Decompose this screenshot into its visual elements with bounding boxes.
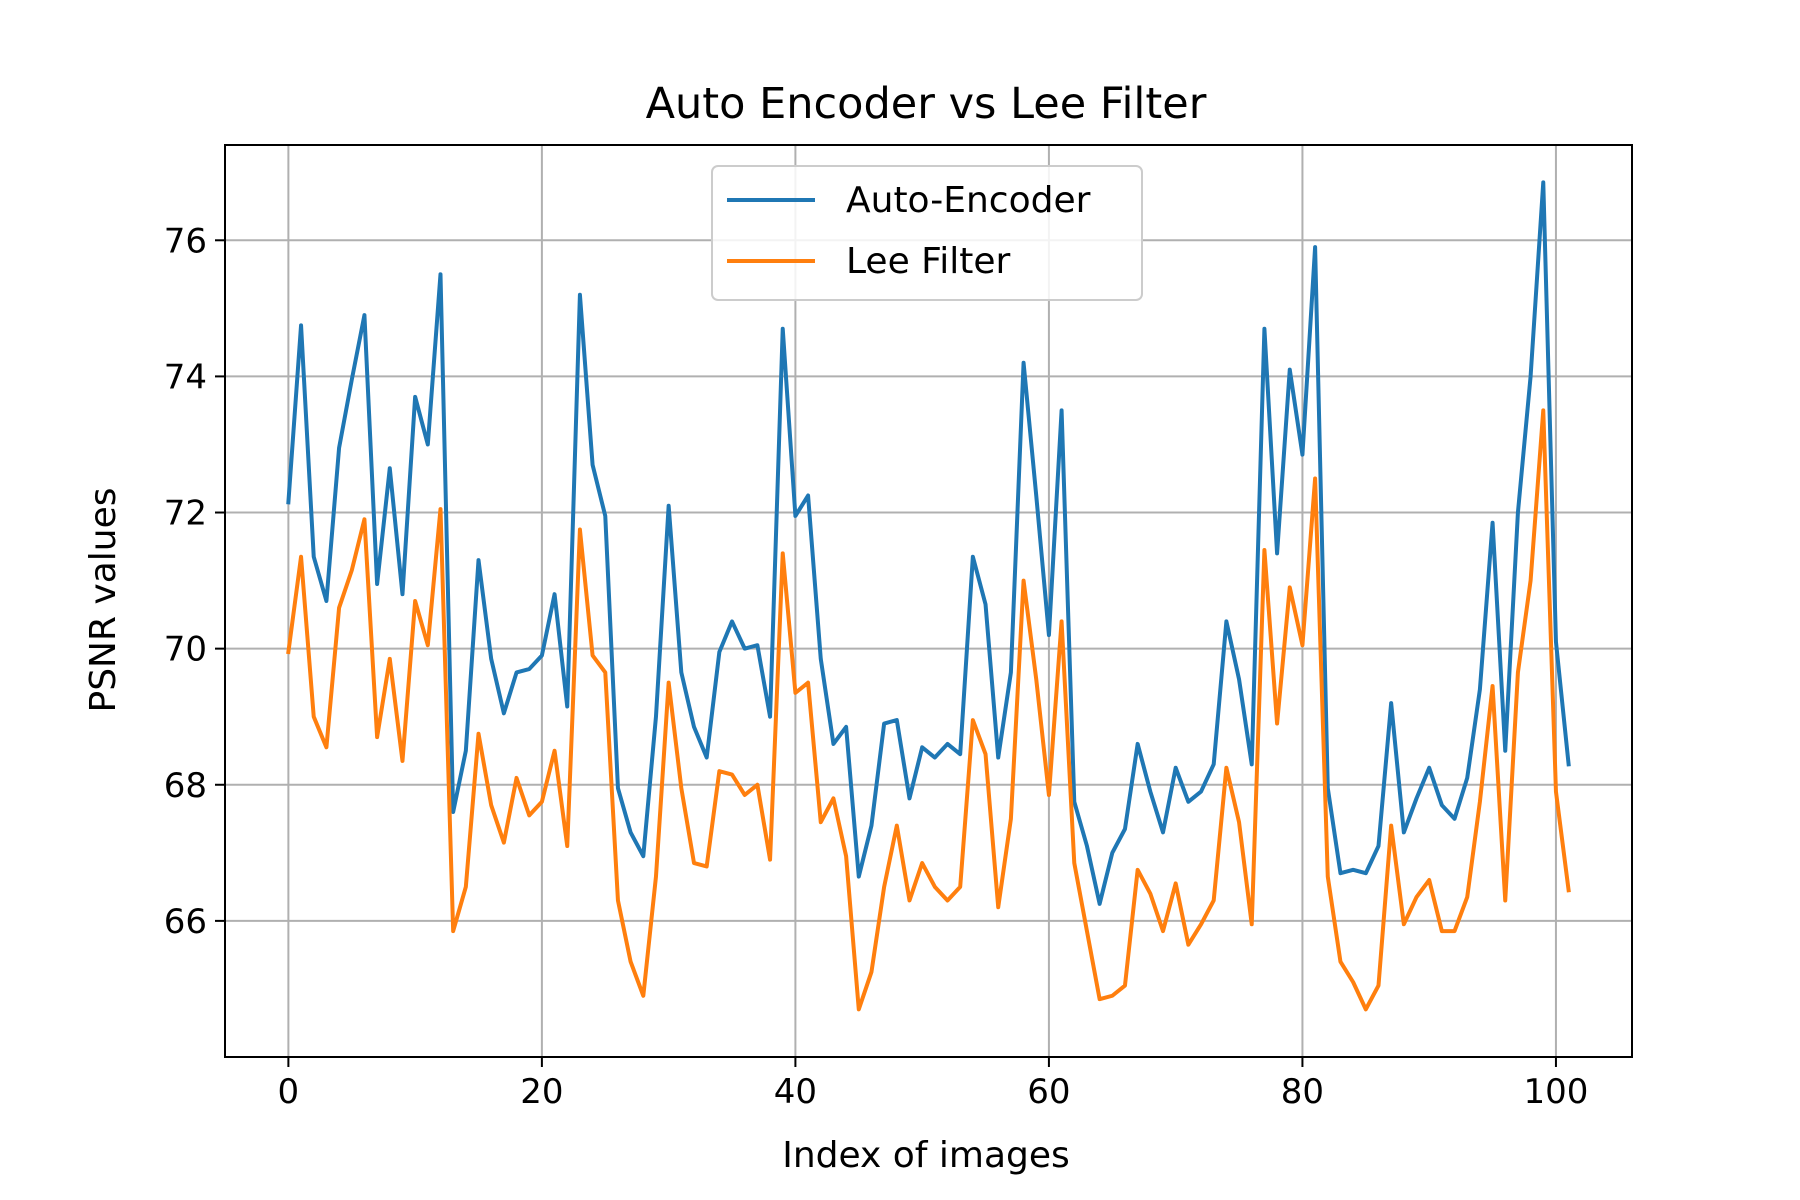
series-lines [286, 180, 1571, 1012]
legend: Auto-Encoder Lee Filter [711, 165, 1143, 301]
y-tick-label: 66 [164, 902, 207, 942]
y-tick-label: 72 [164, 494, 207, 534]
x-tick-label: 20 [520, 1072, 563, 1112]
y-tick-label: 74 [164, 357, 207, 397]
x-axis-label: Index of images [782, 1135, 1070, 1176]
series-line-lee-filter [286, 408, 1571, 1012]
plot-area-frame [224, 144, 1633, 1058]
legend-box [711, 165, 1143, 301]
y-tick-label: 76 [164, 221, 207, 261]
x-tick-label: 80 [1281, 1072, 1324, 1112]
x-tick-label: 100 [1523, 1072, 1588, 1112]
chart-title: Auto Encoder vs Lee Filter [646, 79, 1207, 129]
legend-label-lee-filter: Lee Filter [846, 241, 1011, 282]
legend-label-auto-encoder: Auto-Encoder [846, 180, 1091, 221]
y-tick-label: 68 [164, 766, 207, 806]
y-axis-label: PSNR values [83, 487, 124, 712]
axis-ticks: 0 20 40 60 80 100 66 68 70 72 74 76 [164, 221, 1589, 1112]
x-tick-label: 40 [774, 1072, 817, 1112]
series-line-auto-encoder [286, 180, 1571, 906]
y-tick-label: 70 [164, 630, 207, 670]
x-tick-label: 0 [278, 1072, 300, 1112]
x-tick-label: 60 [1027, 1072, 1070, 1112]
